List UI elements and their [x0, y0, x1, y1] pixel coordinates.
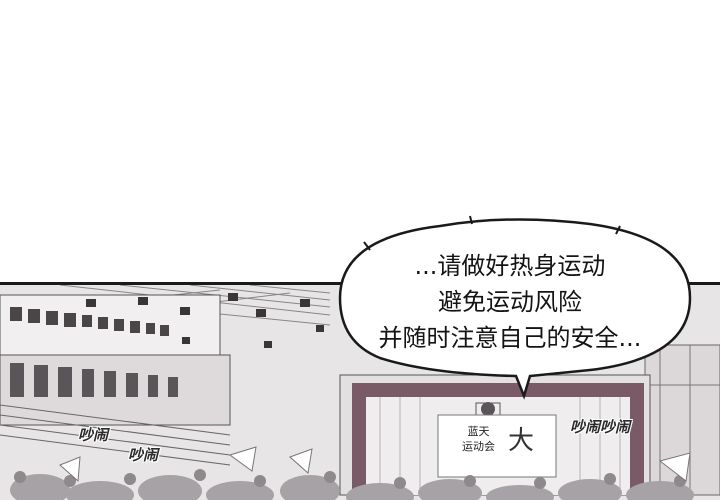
speech-bubble-shape	[338, 215, 692, 400]
banner-line-1: 蓝天	[467, 425, 490, 438]
banner-calligraphy-mark: 大	[508, 426, 535, 456]
sound-effect-noise-1: 吵闹	[78, 426, 109, 444]
bubble-line-1: ...请做好热身运动	[414, 252, 606, 280]
banner-text: 蓝天 运动会	[462, 424, 495, 454]
left-balcony	[0, 294, 231, 466]
flags	[59, 446, 691, 483]
bubble-line-3: 并随时注意自己的安全...	[378, 324, 642, 352]
speech-bubble-text: ...请做好热身运动 避免运动风险 并随时注意自己的安全...	[320, 248, 700, 356]
stage	[339, 374, 651, 496]
bubble-line-2: 避免运动风险	[438, 288, 582, 316]
speech-bubble: ...请做好热身运动 避免运动风险 并随时注意自己的安全...	[320, 208, 700, 408]
sound-effect-noise-2: 吵闹	[128, 446, 159, 464]
hanging-lamps	[86, 293, 324, 348]
sound-effect-noise-3: 吵闹吵闹	[570, 418, 631, 436]
banner-line-2: 运动会	[462, 440, 495, 453]
